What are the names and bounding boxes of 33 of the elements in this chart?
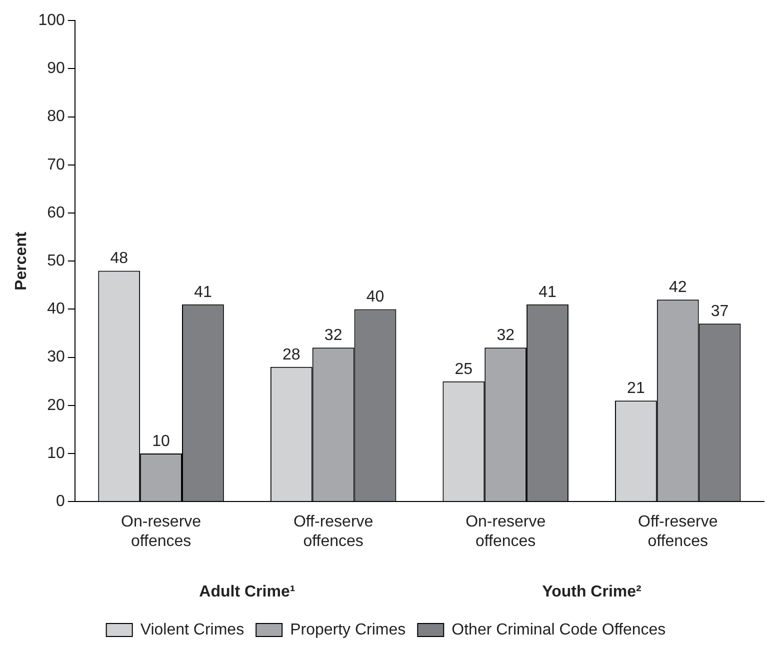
text: Youth Crime² [542,584,642,601]
y-tick-label: 10 [47,444,65,462]
text: Adult Crime¹ [199,584,296,601]
data-label: 28 [282,346,300,364]
x-tick-label: Off-reserve offences [638,514,718,550]
x-tick-label: On-reserve offences [466,514,546,550]
data-label: 21 [627,380,645,397]
y-tick-label: 0 [56,493,65,510]
y-tick-label: 20 [47,396,65,414]
data-label: 41 [194,284,212,301]
y-tick-label: 90 [47,60,65,78]
y-tick-label: 30 [47,348,65,366]
data-label: 10 [152,432,170,450]
data-label: 32 [324,327,342,344]
data-label: 42 [668,278,687,296]
data-label: 32 [496,327,515,344]
y-tick-label: 100 [38,12,65,30]
data-label: 48 [110,250,128,268]
y-tick-label: 70 [47,156,65,174]
y-tick-label: 80 [47,108,65,126]
data-label: 40 [366,288,384,306]
data-label: 41 [538,284,557,301]
y-tick-label: 40 [47,300,65,318]
y-axis-title: Percent [13,231,30,290]
legend-label: Other Criminal Code Offences [452,621,666,638]
legend-label: Violent Crimes [140,621,244,638]
y-tick-label: 50 [47,252,65,270]
data-label: 37 [710,303,729,320]
x-tick-label: Off-reserve offences [293,514,374,550]
y-tick-label: 60 [47,204,65,222]
data-label: 25 [454,360,473,378]
x-tick-label: On-reserve offences [121,514,202,550]
legend-label: Property Crimes [290,621,406,638]
